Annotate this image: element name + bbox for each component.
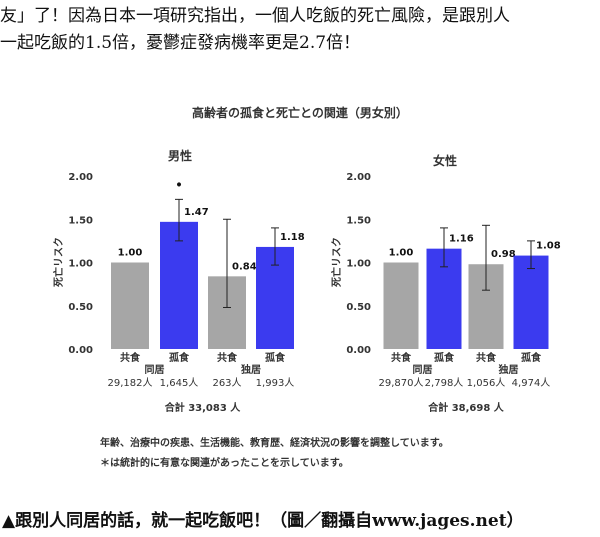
figure-title: 高齢者の孤食と死亡との関連（男女別） xyxy=(192,105,408,120)
bar xyxy=(513,255,549,349)
value-label: 0.98 xyxy=(491,249,516,260)
value-label: 1.47 xyxy=(184,207,209,218)
y-tick-label: 1.50 xyxy=(346,215,371,226)
x-tick-label: 孤食 xyxy=(169,351,190,364)
x-tick-label: 共食 xyxy=(217,351,238,364)
x-tick-label: 共食 xyxy=(391,351,412,364)
x-tick-label: 共食 xyxy=(120,351,141,364)
total-label: 合計 38,698 人 xyxy=(427,401,505,414)
value-label: 1.00 xyxy=(389,248,414,259)
chart-title: 女性 xyxy=(433,153,457,168)
x-tick-label: 孤食 xyxy=(265,351,286,364)
figure-background xyxy=(0,88,600,488)
y-tick-label: 0.00 xyxy=(346,345,371,356)
x-tick-label: 共食 xyxy=(476,351,497,364)
count-label: 263人 xyxy=(212,377,241,389)
bar xyxy=(383,262,419,349)
count-label: 1,645人 xyxy=(160,377,199,389)
figure: 高齢者の孤食と死亡との関連（男女別） 年齢、治療中の疾患、生活機能、教育歴、経済… xyxy=(100,105,449,469)
bar xyxy=(160,221,198,349)
y-axis-label: 死亡リスク xyxy=(52,237,65,287)
y-tick-label: 0.50 xyxy=(346,302,371,313)
y-tick-label: 0.00 xyxy=(68,345,93,356)
figure-note: ＊は統計的に有意な関連があったことを示しています。 xyxy=(100,456,349,469)
value-label: 0.84 xyxy=(232,261,257,272)
group-label: 独居 xyxy=(241,363,261,376)
y-axis-label: 死亡リスク xyxy=(330,237,343,287)
intro-line: 一起吃飯的1.5倍，憂鬱症發病機率更是2.7倍！ xyxy=(0,33,360,53)
figure-note: 年齢、治療中の疾患、生活機能、教育歴、経済状況の影響を調整しています。 xyxy=(100,436,449,449)
x-tick-label: 孤食 xyxy=(434,351,455,364)
caption: ▲跟別人同居的話，就一起吃飯吧！（圖／翻攝自www.jages.net） xyxy=(2,510,524,531)
y-tick-label: 1.00 xyxy=(346,259,371,270)
value-label: 1.08 xyxy=(536,241,561,252)
intro-line: 友」了！因為日本一項研究指出，一個人吃飯的死亡風險，是跟別人 xyxy=(0,6,510,26)
x-tick-label: 孤食 xyxy=(521,351,542,364)
count-label: 1,056人 xyxy=(467,377,506,389)
y-tick-label: 1.50 xyxy=(68,215,93,226)
y-tick-label: 2.00 xyxy=(346,172,371,183)
count-label: 4,974人 xyxy=(512,377,551,389)
value-label: 1.18 xyxy=(280,232,305,243)
y-tick-label: 1.00 xyxy=(68,259,93,270)
chart-title: 男性 xyxy=(168,148,192,163)
value-label: 1.16 xyxy=(449,234,474,245)
value-label: 1.00 xyxy=(118,248,143,259)
total-label: 合計 33,083 人 xyxy=(164,401,242,414)
group-label: 同居 xyxy=(145,364,165,376)
group-label: 独居 xyxy=(499,363,519,376)
count-label: 29,182人 xyxy=(108,377,153,389)
count-label: 29,870人 xyxy=(379,377,424,389)
y-tick-label: 2.00 xyxy=(68,172,93,183)
group-label: 同居 xyxy=(413,364,433,376)
count-label: 2,798人 xyxy=(425,377,464,389)
bar xyxy=(111,262,149,349)
count-label: 1,993人 xyxy=(256,377,295,389)
y-tick-label: 0.50 xyxy=(68,302,93,313)
significance-marker: • xyxy=(175,177,183,193)
